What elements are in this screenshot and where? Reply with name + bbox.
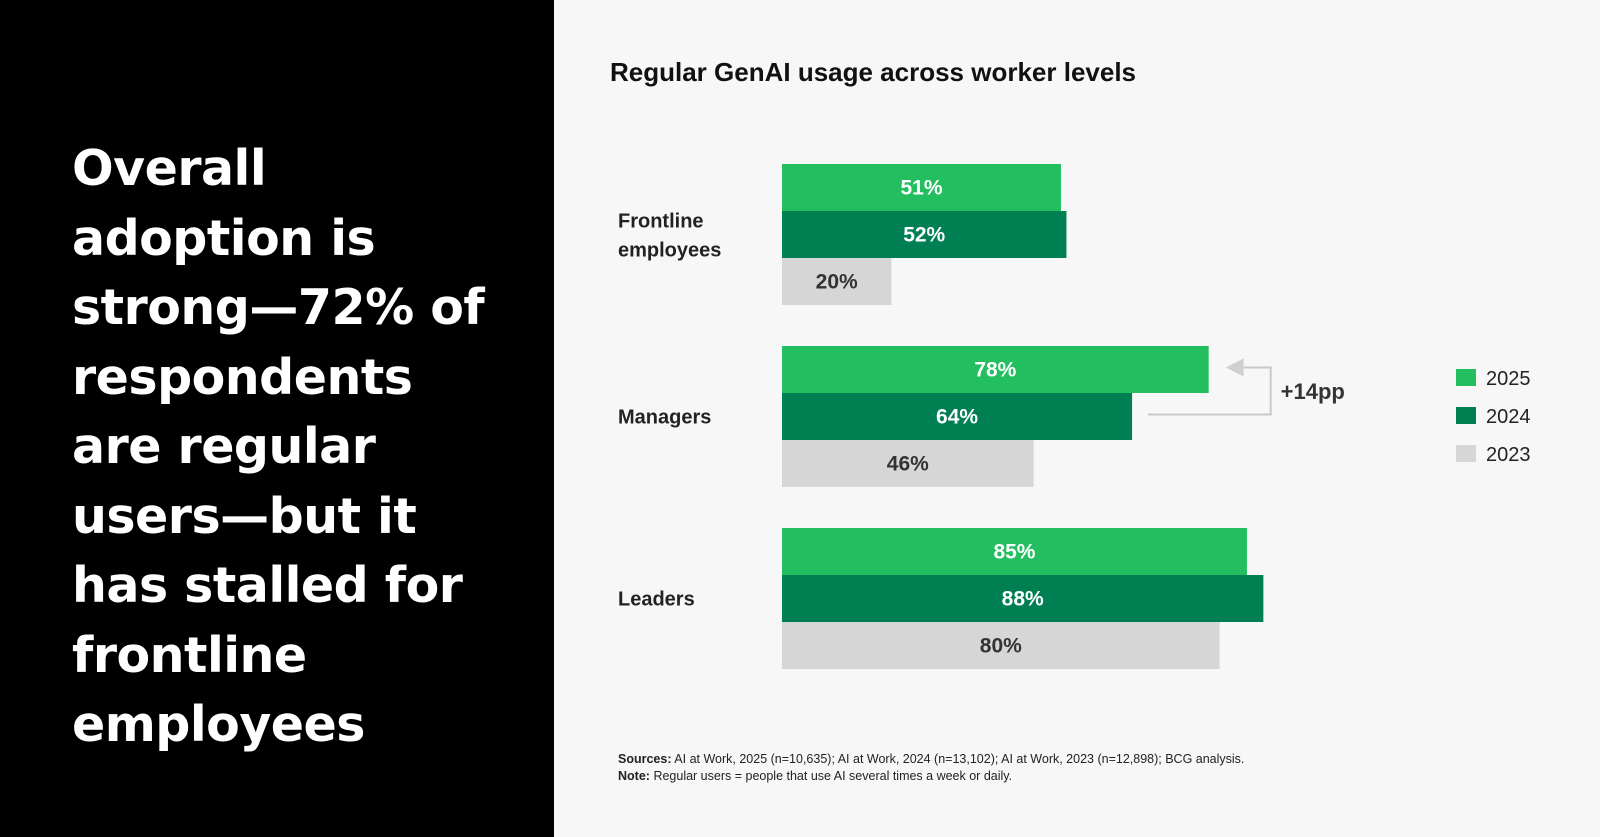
- note-label: Note:: [618, 769, 650, 783]
- sources-text: AI at Work, 2025 (n=10,635); AI at Work,…: [674, 752, 1245, 766]
- data-label-managers-2023: 46%: [887, 453, 929, 476]
- data-label-frontline-employees-2025: 51%: [900, 177, 942, 200]
- bar-frontline-employees-2023: [782, 258, 892, 305]
- data-label-frontline-employees-2024: 52%: [903, 224, 945, 247]
- data-label-leaders-2023: 80%: [980, 635, 1022, 658]
- legend-label-2025: 2025: [1486, 368, 1531, 390]
- bar-leaders-2024: [782, 575, 1264, 622]
- data-label-managers-2024: 64%: [936, 406, 978, 429]
- annotation-label: +14pp: [1281, 379, 1345, 404]
- bar-managers-2025: [782, 346, 1209, 393]
- category-label-managers: Managers: [618, 407, 711, 429]
- headline: Overall adoption is strong—72% of respon…: [72, 140, 485, 753]
- legend-label-2023: 2023: [1486, 444, 1531, 466]
- legend-swatch-2024: [1456, 407, 1476, 424]
- category-label-leaders: Leaders: [618, 589, 695, 611]
- annotation-arrowhead: [1225, 358, 1244, 377]
- data-label-leaders-2024: 88%: [1002, 588, 1044, 611]
- data-label-managers-2025: 78%: [974, 359, 1016, 382]
- legend-swatch-2025: [1456, 369, 1476, 386]
- note-line: Note: Regular users = people that use AI…: [618, 768, 1578, 785]
- legend-swatch-2023: [1456, 445, 1476, 462]
- legend-label-2024: 2024: [1486, 406, 1531, 428]
- data-label-leaders-2025: 85%: [993, 541, 1035, 564]
- bar-leaders-2025: [782, 528, 1247, 575]
- data-label-frontline-employees-2023: 20%: [816, 271, 858, 294]
- headline-panel: Overall adoption is strong—72% of respon…: [0, 0, 554, 837]
- category-label-frontline-employees: Frontline employees: [618, 211, 721, 262]
- footnote: Sources: AI at Work, 2025 (n=10,635); AI…: [618, 751, 1578, 785]
- note-text: Regular users = people that use AI sever…: [653, 769, 1013, 783]
- bar-managers-2023: [782, 440, 1034, 487]
- sources-label: Sources:: [618, 752, 672, 766]
- bar-frontline-employees-2025: [782, 164, 1061, 211]
- annotation-connector: [1148, 366, 1272, 416]
- bar-frontline-employees-2024: [782, 211, 1067, 258]
- sources-line: Sources: AI at Work, 2025 (n=10,635); AI…: [618, 751, 1578, 768]
- chart-title: Regular GenAI usage across worker levels: [610, 57, 1137, 87]
- bar-leaders-2023: [782, 622, 1220, 669]
- bar-managers-2024: [782, 393, 1133, 440]
